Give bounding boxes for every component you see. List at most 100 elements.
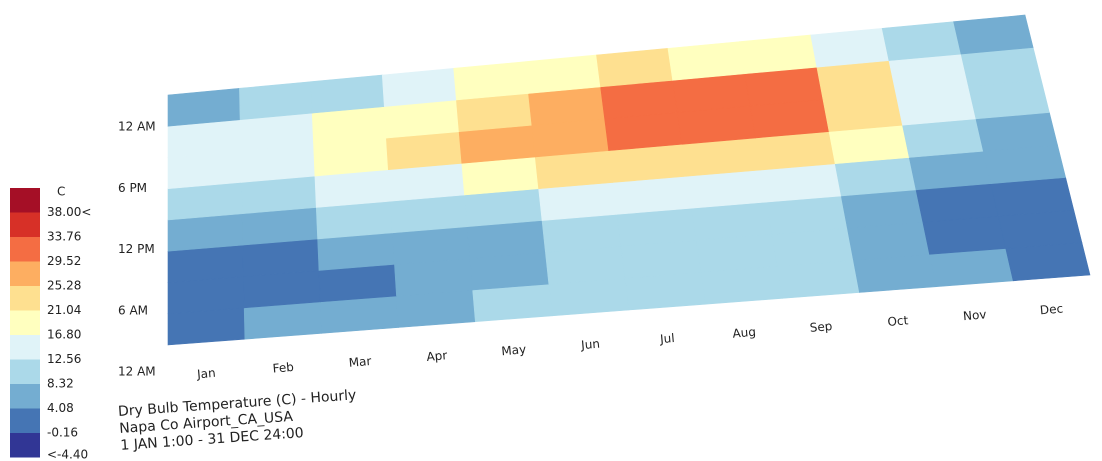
heat-cell — [847, 222, 929, 260]
heat-cell — [316, 201, 392, 239]
legend-label: 8.32 — [47, 377, 74, 391]
heat-cell — [242, 208, 317, 246]
heat-cell — [621, 240, 701, 278]
x-tick-label: Jun — [580, 337, 601, 353]
x-tick-label: Nov — [962, 307, 987, 323]
heat-cell — [462, 157, 539, 195]
y-tick-label: 6 AM — [118, 303, 148, 317]
y-tick-label: 12 AM — [118, 120, 156, 134]
heat-cell — [817, 61, 896, 100]
legend-label: -0.16 — [47, 426, 78, 440]
x-tick-label: Oct — [887, 313, 909, 329]
heat-cell — [382, 68, 456, 106]
heat-cell — [454, 62, 529, 100]
heat-cell — [609, 144, 687, 182]
heat-cell — [597, 48, 673, 87]
title-block: Dry Bulb Temperature (C) - Hourly Napa C… — [118, 387, 360, 454]
heat-cell — [954, 15, 1034, 54]
y-tick-label: 12 AM — [118, 365, 156, 379]
legend-swatch — [10, 213, 40, 238]
legend-label: 38.00< — [47, 205, 91, 219]
heat-cell — [625, 272, 706, 310]
legend-label: 33.76 — [47, 230, 81, 244]
heat-cell — [396, 290, 475, 328]
heat-cell — [320, 296, 398, 333]
x-tick-label: Jan — [196, 366, 217, 382]
heat-cell — [696, 234, 777, 272]
heat-cell — [841, 190, 923, 228]
heat-cell — [525, 55, 600, 93]
legend-swatch — [10, 286, 40, 311]
heat-cell — [473, 284, 553, 322]
heat-cell — [687, 170, 767, 208]
legend-unit: C — [57, 185, 65, 199]
heat-cell — [902, 119, 983, 158]
heat-cell — [542, 214, 621, 252]
legend-label: 25.28 — [47, 279, 81, 293]
x-tick-label: Dec — [1039, 301, 1063, 317]
heat-cell — [470, 252, 549, 290]
heat-cell — [750, 99, 829, 138]
chart: Dry Bulb Temperature (C) - Hourly Napa C… — [0, 0, 1102, 461]
heat-cell — [968, 80, 1049, 119]
legend-label: 12.56 — [47, 352, 81, 366]
x-tick-label: Jul — [659, 331, 676, 346]
heat-cell — [549, 278, 629, 316]
heat-cell — [168, 308, 245, 345]
heat-cell — [605, 112, 683, 150]
heat-cell — [916, 184, 998, 222]
heat-cell — [896, 86, 976, 125]
heat-cell — [701, 266, 783, 304]
heat-cell — [756, 132, 836, 170]
heat-cell — [388, 163, 464, 201]
legend-swatch — [10, 188, 40, 213]
heat-cell — [772, 228, 854, 266]
x-tick-label: Aug — [732, 325, 757, 341]
heat-cell — [311, 75, 384, 113]
legend-label: 16.80 — [47, 328, 81, 342]
heat-cell — [1006, 243, 1090, 281]
heat-cell — [617, 208, 697, 246]
heat-cell — [961, 48, 1041, 87]
x-tick-label: Sep — [809, 319, 833, 335]
heat-cell — [889, 54, 969, 93]
x-tick-label: Mar — [348, 354, 372, 370]
heat-cell — [739, 35, 817, 74]
heat-cell — [467, 221, 545, 259]
legend-swatch — [10, 237, 40, 262]
x-tick-label: Feb — [272, 360, 294, 376]
x-tick-label: May — [501, 342, 527, 358]
legend-swatch — [10, 384, 40, 409]
legend-swatch — [10, 433, 40, 458]
heat-cell — [835, 158, 916, 196]
heat-cell — [983, 145, 1065, 184]
heat-cell — [692, 202, 772, 240]
heat-cell — [766, 196, 847, 234]
heat-cell — [318, 233, 395, 271]
heat-cell — [390, 195, 467, 233]
heat-cell — [168, 88, 240, 126]
heat-cell — [976, 113, 1058, 152]
heat-cell — [829, 125, 909, 164]
heat-cell — [545, 246, 625, 284]
legend-swatch — [10, 409, 40, 434]
heat-cell — [244, 302, 322, 339]
heat-cell — [168, 245, 243, 282]
legend-label: <-4.40 — [47, 448, 88, 461]
legend-swatch — [10, 311, 40, 336]
heat-cell — [811, 28, 889, 67]
legend-label: 21.04 — [47, 303, 81, 317]
heat-cell — [168, 276, 244, 313]
heat-cell — [761, 164, 841, 202]
legend-swatch — [10, 335, 40, 360]
heat-cell — [923, 216, 1006, 254]
legend-swatch — [10, 262, 40, 287]
heat-cell — [535, 151, 613, 189]
heat-cell — [239, 82, 312, 120]
heat-cell — [745, 67, 823, 106]
heat-cell — [243, 239, 319, 277]
heat-cell — [853, 254, 936, 292]
heat-cell — [243, 270, 320, 307]
heat-cell — [682, 138, 761, 176]
legend-swatch — [10, 360, 40, 385]
